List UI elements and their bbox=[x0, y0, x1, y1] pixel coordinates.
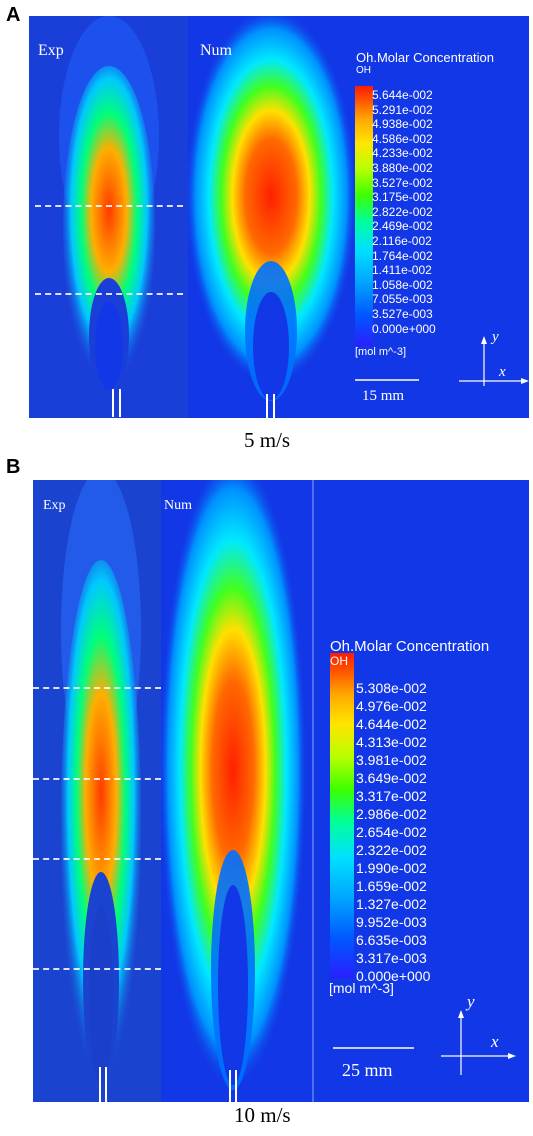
panel-b-legend-tick: 4.976e-002 bbox=[356, 698, 427, 714]
panel-a-legend-title: Oh.Molar Concentration bbox=[356, 50, 495, 65]
panel-a-legend-tick: 4.233e-002 bbox=[372, 146, 433, 161]
panel-a-legend-tick: 5.644e-002 bbox=[372, 88, 433, 102]
panel-b-legend-tick: 4.313e-002 bbox=[356, 734, 427, 750]
panel-b-axis-x-label: x bbox=[491, 1032, 499, 1051]
panel-a-legend-tick: 2.822e-002 bbox=[372, 204, 433, 219]
panel-a-legend-tick: 4.938e-002 bbox=[372, 117, 433, 132]
panel-a-legend-tick: 3.880e-002 bbox=[372, 161, 433, 175]
panel-a-legend-tick: 2.469e-002 bbox=[372, 219, 433, 234]
panel-b-dash-line-1 bbox=[33, 687, 161, 689]
panel-b-legend-subtitle: OH bbox=[330, 654, 348, 668]
panel-a-dash-line-lower bbox=[35, 293, 183, 295]
panel-a-axis-y-label: y bbox=[492, 329, 499, 345]
panel-a-image: Exp Num Oh.Molar Concentration OH 5.644e… bbox=[29, 16, 529, 418]
panel-a-scale-label: 15 mm bbox=[362, 388, 405, 404]
panel-a-legend-tick: 0.000e+000 bbox=[372, 321, 436, 336]
panel-b-dash-line-2 bbox=[33, 778, 161, 780]
panel-a-exp-label: Exp bbox=[38, 42, 64, 59]
panel-b-legend-tick: 0.000e+000 bbox=[356, 968, 431, 984]
panel-a-legend-tick: 5.291e-002 bbox=[372, 102, 433, 117]
panel-b-flames bbox=[61, 480, 516, 1102]
panel-b-legend-tick: 3.317e-002 bbox=[356, 788, 427, 804]
panel-b-legend-tick: 2.654e-002 bbox=[356, 824, 427, 840]
panel-b-legend-unit: [mol m^-3] bbox=[329, 980, 394, 996]
panel-a-legend-tick: 1.058e-002 bbox=[372, 277, 433, 292]
panel-a-legend-tick: 4.586e-002 bbox=[372, 131, 433, 146]
panel-a-caption: 5 m/s bbox=[244, 428, 291, 452]
panel-a-legend-tick: 3.527e-002 bbox=[372, 175, 433, 190]
panel-b-legend-tick: 1.327e-002 bbox=[356, 896, 427, 912]
panel-a-legend-tick: 1.411e-002 bbox=[372, 263, 432, 278]
panel-a-legend-tick: 3.527e-003 bbox=[372, 307, 433, 321]
panel-b-image: Exp Num Oh.Molar Concentration OH 5.308e… bbox=[33, 480, 529, 1102]
panel-b-legend-tick: 1.990e-002 bbox=[356, 860, 427, 876]
panel-a-axis-x-label: x bbox=[499, 364, 506, 380]
panel-b-legend-tick: 3.981e-002 bbox=[356, 752, 427, 768]
panel-b-legend-title: Oh.Molar Concentration bbox=[330, 638, 490, 655]
panel-a-flames bbox=[59, 16, 529, 418]
panel-b-num-label: Num bbox=[164, 498, 192, 513]
panel-b-legend-tick: 1.659e-002 bbox=[356, 878, 427, 894]
panel-a-legend-tick: 1.764e-002 bbox=[372, 248, 433, 263]
panel-a-letter: A bbox=[6, 4, 21, 26]
panel-a-legend-tick: 3.175e-002 bbox=[372, 190, 433, 205]
panel-a-legend-tick: 7.055e-003 bbox=[372, 292, 433, 307]
panel-a-legend-subtitle: OH bbox=[356, 65, 371, 76]
panel-b-scale-label: 25 mm bbox=[342, 1060, 393, 1080]
panel-b-dash-line-3 bbox=[33, 858, 161, 860]
panel-a-legend-unit: [mol m^-3] bbox=[355, 346, 406, 358]
panel-a-colorbar bbox=[355, 86, 373, 346]
panel-b-exp-label: Exp bbox=[43, 498, 66, 513]
panel-b-legend-tick: 6.635e-003 bbox=[356, 932, 427, 948]
panel-b-axis-y-label: y bbox=[467, 992, 475, 1011]
panel-a-legend-tick: 2.116e-002 bbox=[372, 234, 432, 248]
panel-b-legend-tick: 3.317e-003 bbox=[356, 950, 427, 966]
panel-b-caption: 10 m/s bbox=[234, 1103, 291, 1127]
panel-b-legend-tick: 2.986e-002 bbox=[356, 806, 427, 822]
panel-a-dash-line-upper bbox=[35, 205, 183, 207]
panel-b-dash-line-4 bbox=[33, 968, 161, 970]
panel-b-letter: B bbox=[6, 456, 21, 478]
panel-b-legend-tick: 9.952e-003 bbox=[356, 914, 427, 930]
panel-b-legend-tick: 4.644e-002 bbox=[356, 716, 427, 732]
panel-b-legend-tick: 2.322e-002 bbox=[356, 842, 427, 858]
panel-b-colorbar bbox=[330, 653, 354, 978]
panel-b-legend-tick: 5.308e-002 bbox=[356, 680, 427, 696]
panel-a-num-label: Num bbox=[200, 42, 232, 59]
panel-b-legend-tick: 3.649e-002 bbox=[356, 770, 427, 786]
